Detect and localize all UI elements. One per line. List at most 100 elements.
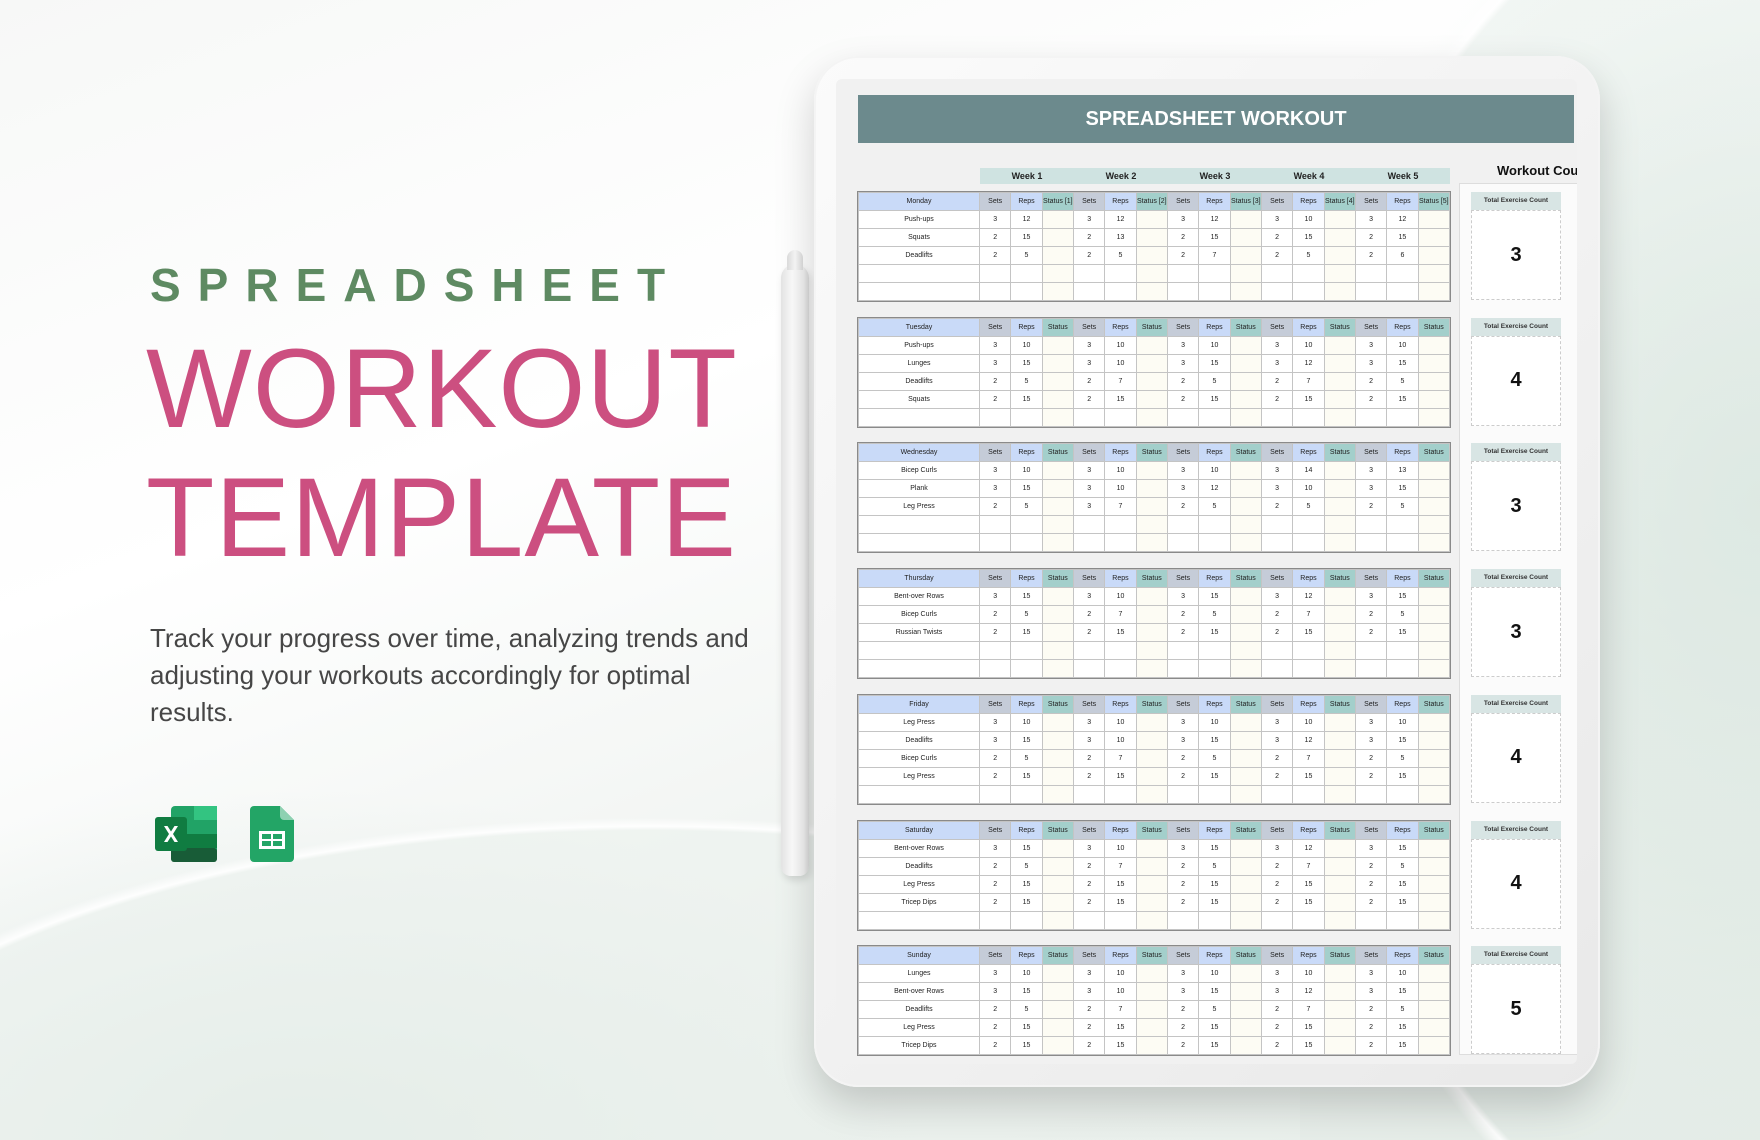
status-cell[interactable] [1229, 659, 1262, 679]
reps-cell[interactable] [1292, 264, 1325, 283]
reps-cell[interactable]: 12 [1010, 210, 1043, 229]
sets-cell[interactable] [978, 910, 1012, 930]
sets-cell[interactable]: 2 [1354, 228, 1388, 247]
sets-cell[interactable]: 2 [1072, 371, 1106, 391]
sets-cell[interactable]: 2 [1166, 389, 1200, 409]
sets-cell[interactable]: 2 [978, 856, 1012, 876]
status-cell[interactable] [1041, 784, 1074, 804]
status-cell[interactable] [1417, 1036, 1451, 1056]
reps-cell[interactable]: 12 [1292, 353, 1325, 373]
sets-cell[interactable]: 3 [1072, 479, 1106, 499]
sets-cell[interactable]: 3 [978, 964, 1012, 984]
sets-cell[interactable]: 2 [978, 1036, 1012, 1056]
sets-cell[interactable] [1166, 533, 1200, 553]
sets-cell[interactable]: 2 [1354, 371, 1388, 391]
reps-cell[interactable]: 15 [1292, 1036, 1325, 1056]
sets-cell[interactable]: 2 [1354, 892, 1388, 912]
reps-cell[interactable]: 12 [1292, 730, 1325, 750]
reps-cell[interactable] [1386, 282, 1419, 301]
reps-cell[interactable] [1010, 407, 1043, 427]
reps-cell[interactable]: 5 [1386, 856, 1419, 876]
exercise-name-cell[interactable] [858, 264, 980, 283]
status-cell[interactable] [1135, 264, 1168, 283]
status-cell[interactable] [1041, 856, 1074, 876]
reps-cell[interactable]: 15 [1010, 353, 1043, 373]
sets-cell[interactable]: 2 [1260, 748, 1294, 768]
sets-cell[interactable] [1354, 407, 1388, 427]
reps-cell[interactable]: 10 [1198, 461, 1231, 481]
reps-cell[interactable]: 15 [1292, 874, 1325, 894]
sets-cell[interactable] [1260, 910, 1294, 930]
status-cell[interactable] [1135, 1000, 1168, 1020]
status-cell[interactable] [1041, 371, 1074, 391]
sets-cell[interactable]: 2 [1072, 766, 1106, 786]
status-cell[interactable] [1229, 228, 1262, 247]
status-cell[interactable] [1323, 228, 1356, 247]
status-cell[interactable] [1323, 982, 1356, 1002]
reps-cell[interactable]: 5 [1386, 748, 1419, 768]
sets-cell[interactable] [1072, 407, 1106, 427]
sets-cell[interactable]: 3 [1260, 587, 1294, 607]
reps-cell[interactable]: 7 [1292, 371, 1325, 391]
exercise-name-cell[interactable]: Bicep Curls [858, 605, 980, 625]
reps-cell[interactable]: 10 [1010, 461, 1043, 481]
status-cell[interactable] [1135, 515, 1168, 535]
reps-cell[interactable]: 5 [1386, 497, 1419, 517]
sets-cell[interactable]: 3 [1166, 353, 1200, 373]
reps-cell[interactable] [1386, 407, 1419, 427]
sets-cell[interactable] [1166, 515, 1200, 535]
status-cell[interactable] [1417, 353, 1451, 373]
sets-cell[interactable]: 2 [1166, 1018, 1200, 1038]
sets-cell[interactable]: 3 [1072, 838, 1106, 858]
reps-cell[interactable]: 10 [1198, 964, 1231, 984]
reps-cell[interactable] [1104, 659, 1137, 679]
reps-cell[interactable]: 10 [1010, 335, 1043, 355]
status-cell[interactable] [1323, 1000, 1356, 1020]
sets-cell[interactable]: 3 [1166, 461, 1200, 481]
status-cell[interactable] [1417, 497, 1451, 517]
status-cell[interactable] [1417, 389, 1451, 409]
reps-cell[interactable]: 5 [1198, 1000, 1231, 1020]
status-cell[interactable] [1229, 623, 1262, 643]
sets-cell[interactable]: 3 [1072, 210, 1106, 229]
reps-cell[interactable] [1292, 910, 1325, 930]
status-cell[interactable] [1135, 353, 1168, 373]
status-cell[interactable] [1041, 874, 1074, 894]
status-cell[interactable] [1135, 497, 1168, 517]
reps-cell[interactable]: 10 [1292, 712, 1325, 732]
sets-cell[interactable] [1354, 641, 1388, 661]
reps-cell[interactable] [1104, 407, 1137, 427]
reps-cell[interactable]: 12 [1386, 210, 1419, 229]
sets-cell[interactable]: 2 [1166, 766, 1200, 786]
reps-cell[interactable]: 10 [1104, 982, 1137, 1002]
status-cell[interactable] [1135, 659, 1168, 679]
reps-cell[interactable] [1010, 910, 1043, 930]
sets-cell[interactable]: 3 [1354, 964, 1388, 984]
exercise-name-cell[interactable]: Tricep Dips [858, 1036, 980, 1056]
status-cell[interactable] [1323, 856, 1356, 876]
status-cell[interactable] [1417, 264, 1451, 283]
reps-cell[interactable]: 13 [1104, 228, 1137, 247]
status-cell[interactable] [1417, 605, 1451, 625]
exercise-name-cell[interactable]: Russian Twists [858, 623, 980, 643]
sets-cell[interactable] [1072, 515, 1106, 535]
sets-cell[interactable] [1072, 784, 1106, 804]
reps-cell[interactable]: 15 [1292, 892, 1325, 912]
status-cell[interactable] [1041, 838, 1074, 858]
sets-cell[interactable]: 2 [1354, 246, 1388, 265]
status-cell[interactable] [1417, 838, 1451, 858]
reps-cell[interactable]: 10 [1198, 712, 1231, 732]
sets-cell[interactable]: 2 [1166, 856, 1200, 876]
status-cell[interactable] [1229, 1000, 1262, 1020]
status-cell[interactable] [1135, 766, 1168, 786]
status-cell[interactable] [1323, 479, 1356, 499]
status-cell[interactable] [1041, 461, 1074, 481]
status-cell[interactable] [1323, 246, 1356, 265]
sets-cell[interactable]: 3 [1354, 461, 1388, 481]
sets-cell[interactable] [1260, 407, 1294, 427]
sets-cell[interactable] [1166, 264, 1200, 283]
reps-cell[interactable] [1292, 659, 1325, 679]
reps-cell[interactable] [1292, 282, 1325, 301]
sets-cell[interactable]: 2 [1260, 497, 1294, 517]
sets-cell[interactable]: 3 [978, 712, 1012, 732]
